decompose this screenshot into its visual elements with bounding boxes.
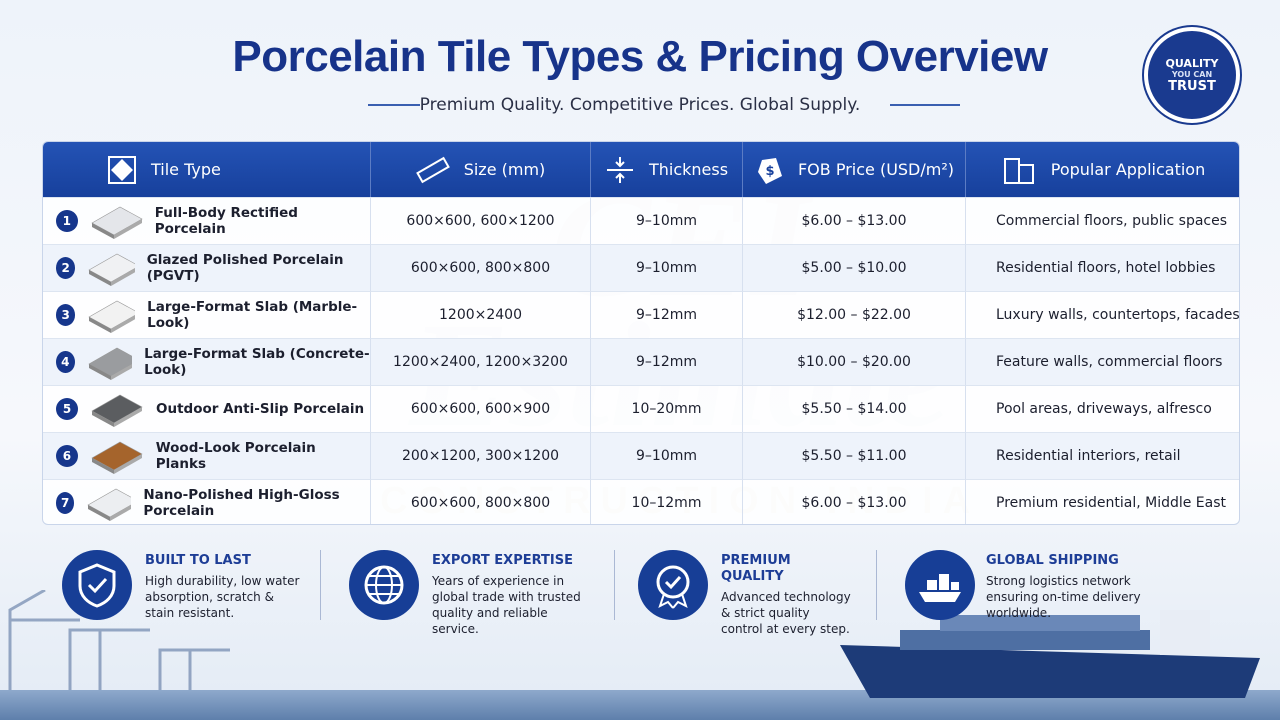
tile-name: Full-Body Rectified Porcelain [154, 205, 298, 237]
cell: 10–20mm [591, 385, 743, 432]
feature: EXPORT EXPERTISE Years of experience in g… [432, 553, 592, 637]
column-header: Popular Application [966, 142, 1239, 197]
tile-name: Wood-Look Porcelain Planks [155, 440, 316, 472]
row-number: 2 [56, 257, 76, 279]
row-number: 4 [56, 351, 75, 373]
cell: 600×600, 600×1200 [371, 197, 591, 244]
cell: $5.50 – $11.00 [743, 432, 966, 479]
feature: GLOBAL SHIPPING Strong logistics network … [986, 553, 1146, 621]
cell: Feature walls, commercial floors [966, 338, 1239, 385]
cell: $10.00 – $20.00 [743, 338, 966, 385]
feature-icon [62, 550, 132, 620]
cell: Pool areas, driveways, alfresco [966, 385, 1239, 432]
cell: 7 Nano-Polished High-Gloss Porcelain [43, 479, 371, 524]
feature-icon [905, 550, 975, 620]
svg-text:$: $ [765, 164, 774, 179]
tile-name: Glazed Polished Porcelain (PGVT) [146, 252, 344, 284]
tile-image [87, 488, 132, 521]
cell: 9–10mm [591, 432, 743, 479]
cell: $12.00 – $22.00 [743, 291, 966, 338]
column-header: Thickness [591, 142, 743, 197]
feature-title: EXPORT EXPERTISE [432, 553, 573, 568]
cell: 9–10mm [591, 197, 743, 244]
cell: 1 Full-Body Rectified Porcelain [43, 197, 371, 244]
cell: 3 Large-Format Slab (Marble-Look) [43, 291, 371, 338]
row-number: 1 [56, 210, 78, 232]
cell: 9–10mm [591, 244, 743, 291]
column-header-text: Size (mm) [463, 160, 546, 179]
cell: 9–12mm [591, 338, 743, 385]
feature-text: Years of experience in global trade with… [432, 574, 581, 636]
feature-icon [349, 550, 419, 620]
tile-image [87, 347, 133, 380]
column-header-text: Thickness [648, 160, 729, 179]
column-header: Tile Type [43, 142, 371, 197]
feature: PREMIUM QUALITY Advanced technology & str… [721, 553, 851, 637]
cell: Residential interiors, retail [966, 432, 1239, 479]
column-header-text: FOB Price (USD/m²) [797, 160, 955, 179]
cell: $6.00 – $13.00 [743, 197, 966, 244]
feature-text: High durability, low water absorption, s… [145, 574, 300, 620]
cell: 6 Wood-Look Porcelain Planks [43, 432, 371, 479]
cell: 4 Large-Format Slab (Concrete-Look) [43, 338, 371, 385]
row-number: 3 [56, 304, 76, 326]
subtitle: Premium Quality. Competitive Prices. Glo… [419, 95, 861, 115]
tile-image [88, 300, 136, 333]
cell: 1200×2400 [371, 291, 591, 338]
cell: Residential floors, hotel lobbies [966, 244, 1239, 291]
feature-text: Advanced technology & strict quality con… [721, 590, 851, 636]
tile-image [88, 253, 135, 286]
cell: $5.50 – $14.00 [743, 385, 966, 432]
cell: 600×600, 800×800 [371, 244, 591, 291]
title: Porcelain Tile Types & Pricing Overview [232, 32, 1048, 81]
divider [876, 550, 877, 620]
cell: 10–12mm [591, 479, 743, 524]
table: Tile Type Size (mm) Thickness $ FOB Price (U… [42, 141, 1240, 525]
tile-name: Nano-Polished High-Gloss Porcelain [143, 487, 340, 519]
column-header-text: Tile Type [151, 160, 221, 179]
tile-image [91, 394, 143, 427]
row-number: 6 [56, 445, 78, 467]
badge-text: QUALITY [1165, 56, 1219, 70]
cell: $6.00 – $13.00 [743, 479, 966, 524]
tile-image [91, 206, 143, 239]
row-number: 7 [56, 492, 75, 514]
cell: 2 Glazed Polished Porcelain (PGVT) [43, 244, 371, 291]
port-cranes [8, 590, 230, 690]
tile-name: Large-Format Slab (Concrete-Look) [144, 346, 370, 378]
column-header: Size (mm) [371, 142, 591, 197]
cell: 600×600, 600×900 [371, 385, 591, 432]
cell: Premium residential, Middle East [966, 479, 1239, 524]
feature-title: PREMIUM QUALITY [721, 553, 791, 584]
cell: 5 Outdoor Anti-Slip Porcelain [43, 385, 371, 432]
feature: BUILT TO LAST High durability, low water … [145, 553, 305, 621]
badge-text: YOU CAN [1171, 69, 1213, 79]
cell: 600×600, 800×800 [371, 479, 591, 524]
divider [614, 550, 615, 620]
rule [368, 104, 420, 106]
badge-text: TRUST [1168, 78, 1216, 94]
feature-title: GLOBAL SHIPPING [986, 553, 1119, 568]
tile-name: Large-Format Slab (Marble-Look) [147, 299, 358, 331]
tile-image [91, 441, 143, 474]
feature-icon [638, 550, 708, 620]
cell: 9–12mm [591, 291, 743, 338]
divider [320, 550, 321, 620]
row-number: 5 [56, 398, 78, 420]
column-header: $ FOB Price (USD/m²) [743, 142, 966, 197]
cell: Luxury walls, countertops, facades [966, 291, 1239, 338]
cell: 200×1200, 300×1200 [371, 432, 591, 479]
column-header-text: Popular Application [1050, 160, 1206, 179]
badge: QUALITY YOU CAN TRUST [1144, 27, 1240, 123]
feature-title: BUILT TO LAST [145, 553, 251, 568]
cell: $5.00 – $10.00 [743, 244, 966, 291]
tile-name: Outdoor Anti-Slip Porcelain [156, 401, 365, 417]
ship [840, 610, 1260, 698]
feature-text: Strong logistics network ensuring on-tim… [986, 574, 1141, 620]
cell: Commercial floors, public spaces [966, 197, 1239, 244]
cell: 1200×2400, 1200×3200 [371, 338, 591, 385]
rule [890, 104, 960, 106]
